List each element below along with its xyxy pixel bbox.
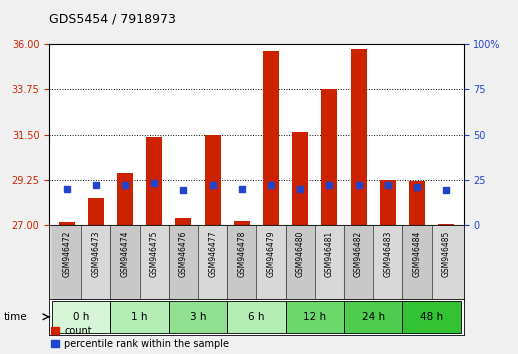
- Bar: [402, 301, 461, 333]
- Text: 1 h: 1 h: [132, 312, 148, 322]
- Text: 48 h: 48 h: [420, 312, 443, 322]
- Bar: [373, 225, 402, 299]
- Bar: [110, 225, 140, 299]
- Text: GSM946483: GSM946483: [383, 231, 392, 277]
- Text: 6 h: 6 h: [248, 312, 265, 322]
- Text: 12 h: 12 h: [303, 312, 326, 322]
- Bar: [169, 301, 227, 333]
- Text: 24 h: 24 h: [362, 312, 385, 322]
- Bar: [234, 221, 250, 225]
- Text: GSM946477: GSM946477: [208, 231, 217, 277]
- Bar: [176, 218, 192, 225]
- Bar: [140, 225, 169, 299]
- Bar: [52, 301, 110, 333]
- Text: time: time: [4, 312, 28, 322]
- Bar: [351, 49, 367, 225]
- Bar: [198, 225, 227, 299]
- Bar: [169, 225, 198, 299]
- Bar: [315, 225, 344, 299]
- Bar: [380, 179, 396, 225]
- Bar: [344, 301, 402, 333]
- Bar: [59, 222, 75, 225]
- Text: GSM946473: GSM946473: [91, 231, 100, 277]
- Text: GSM946479: GSM946479: [266, 231, 276, 277]
- Text: GSM946478: GSM946478: [237, 231, 247, 277]
- Text: GSM946481: GSM946481: [325, 231, 334, 277]
- Bar: [81, 225, 110, 299]
- Bar: [292, 131, 308, 225]
- Bar: [256, 225, 285, 299]
- Bar: [263, 51, 279, 225]
- Bar: [285, 301, 344, 333]
- Text: GSM946475: GSM946475: [150, 231, 159, 277]
- Bar: [321, 89, 337, 225]
- Text: GSM946480: GSM946480: [296, 231, 305, 277]
- Bar: [117, 173, 133, 225]
- Bar: [88, 198, 104, 225]
- Text: GSM946484: GSM946484: [412, 231, 422, 277]
- Bar: [52, 225, 81, 299]
- Bar: [146, 137, 162, 225]
- Bar: [438, 224, 454, 225]
- Bar: [344, 225, 373, 299]
- Bar: [409, 181, 425, 225]
- Bar: [402, 225, 431, 299]
- Text: 0 h: 0 h: [73, 312, 90, 322]
- Bar: [205, 135, 221, 225]
- Bar: [227, 225, 256, 299]
- Legend: count, percentile rank within the sample: count, percentile rank within the sample: [51, 326, 229, 349]
- Text: 3 h: 3 h: [190, 312, 206, 322]
- Text: GSM946472: GSM946472: [62, 231, 71, 277]
- Text: GSM946474: GSM946474: [121, 231, 130, 277]
- Text: GSM946476: GSM946476: [179, 231, 188, 277]
- Text: GSM946485: GSM946485: [442, 231, 451, 277]
- Bar: [110, 301, 169, 333]
- Text: GSM946482: GSM946482: [354, 231, 363, 277]
- Bar: [285, 225, 315, 299]
- Bar: [431, 225, 461, 299]
- Bar: [227, 301, 285, 333]
- Text: GDS5454 / 7918973: GDS5454 / 7918973: [49, 12, 176, 25]
